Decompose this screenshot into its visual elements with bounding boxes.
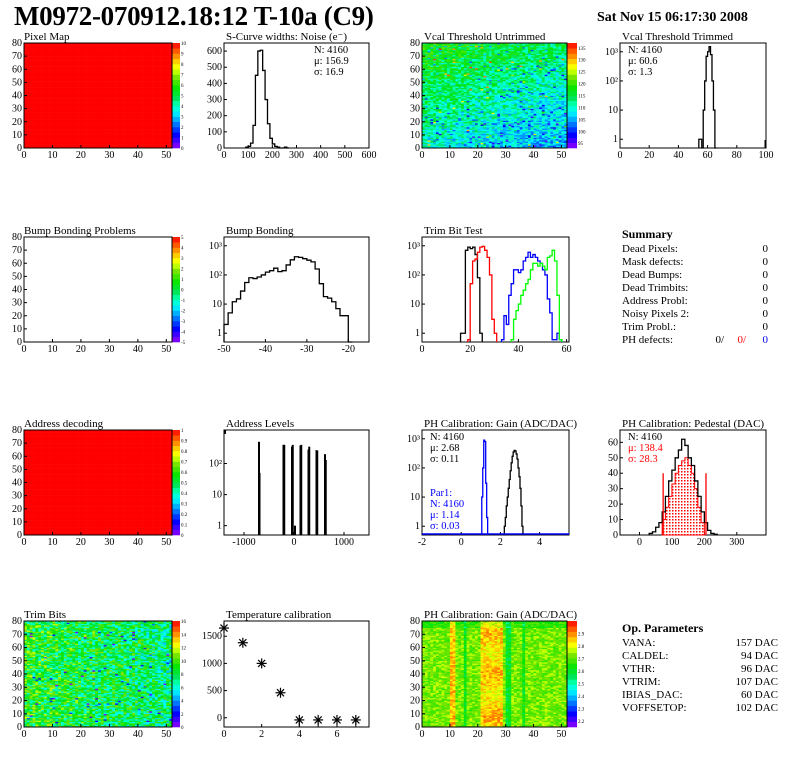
color-palette-step (172, 106, 180, 112)
palette-tick-label: 6 (181, 84, 184, 89)
y-tick-label: 70 (12, 51, 22, 62)
palette-tick-label: 8 (181, 63, 184, 68)
y-tick-label: 20 (12, 117, 22, 128)
stats-line: μ: 156.9 (314, 56, 349, 67)
color-palette-step (172, 122, 180, 128)
x-tick-label: 600 (362, 150, 377, 161)
x-tick-label: 20 (76, 150, 86, 161)
x-tick-label: 0 (222, 150, 227, 161)
x-tick-label: 300 (289, 150, 304, 161)
y-tick-label: 200 (207, 111, 222, 122)
palette-tick-label: 9 (181, 53, 184, 58)
x-tick-label: 30 (104, 150, 114, 161)
color-palette-step (172, 117, 180, 123)
color-palette-step (172, 75, 180, 81)
x-tick-label: 100 (241, 150, 256, 161)
x-tick-label: 0 (22, 150, 27, 161)
color-palette-step (172, 132, 180, 138)
y-tick-label: 300 (207, 95, 222, 106)
y-tick-label: 0 (17, 143, 22, 154)
palette-tick-label: 7 (181, 74, 184, 79)
x-tick-label: 40 (133, 150, 143, 161)
y-tick-label: 80 (12, 38, 22, 49)
palette-tick-label: 0 (181, 147, 184, 152)
palette-tick-label: 1 (181, 137, 184, 142)
histogram-series-0 (246, 50, 290, 148)
color-palette-step (172, 111, 180, 117)
x-tick-label: 50 (161, 150, 171, 161)
color-palette-step (172, 138, 180, 144)
y-tick-label: 30 (12, 104, 22, 115)
heatmap-cells (24, 43, 172, 148)
color-palette-step (172, 43, 180, 49)
y-tick-label: 10 (12, 130, 22, 141)
color-palette-step (172, 96, 180, 102)
y-tick-label: 600 (207, 46, 222, 57)
color-palette-step (172, 54, 180, 60)
palette-tick-label: 2 (181, 126, 184, 131)
color-palette-step (172, 127, 180, 133)
x-tick-label: 500 (337, 150, 352, 161)
y-tick-label: 400 (207, 78, 222, 89)
color-palette-step (172, 90, 180, 96)
x-tick-label: 10 (47, 150, 57, 161)
y-tick-label: 500 (207, 62, 222, 73)
color-palette-step (172, 85, 180, 91)
palette-tick-label: 3 (181, 116, 184, 121)
plot-scurve: S-Curve widths: Noise (e⁻) 0 100 200 300 400 5… (207, 31, 377, 161)
heatmap-cells (422, 43, 567, 148)
plot-vcal-untrimmed: Vcal Threshold Untrimmed9510010511011512… (410, 31, 586, 161)
y-tick-label: 0 (217, 143, 222, 154)
stats-line: σ: 16.9 (314, 67, 344, 78)
color-palette-step (172, 143, 180, 149)
y-tick-label: 100 (207, 127, 222, 138)
y-tick-label: 40 (12, 91, 22, 102)
color-palette-step (172, 80, 180, 86)
x-tick-label: 200 (265, 150, 280, 161)
color-palette-step (172, 64, 180, 70)
plot-title: Pixel Map (24, 31, 70, 43)
x-tick-label: 400 (313, 150, 328, 161)
color-palette-step (172, 48, 180, 54)
plot-title: Vcal Threshold Untrimmed (424, 31, 546, 43)
y-tick-label: 50 (12, 77, 22, 88)
color-palette-step (172, 69, 180, 75)
color-palette-step (172, 59, 180, 65)
palette-tick-label: 5 (181, 95, 184, 100)
y-tick-label: 60 (12, 64, 22, 75)
plot-title: S-Curve widths: Noise (e⁻) (226, 31, 347, 43)
stats-line: N: 4160 (314, 45, 348, 56)
palette-tick-label: 4 (181, 105, 184, 110)
palette-tick-label: 10 (181, 42, 187, 47)
color-palette-step (172, 101, 180, 107)
